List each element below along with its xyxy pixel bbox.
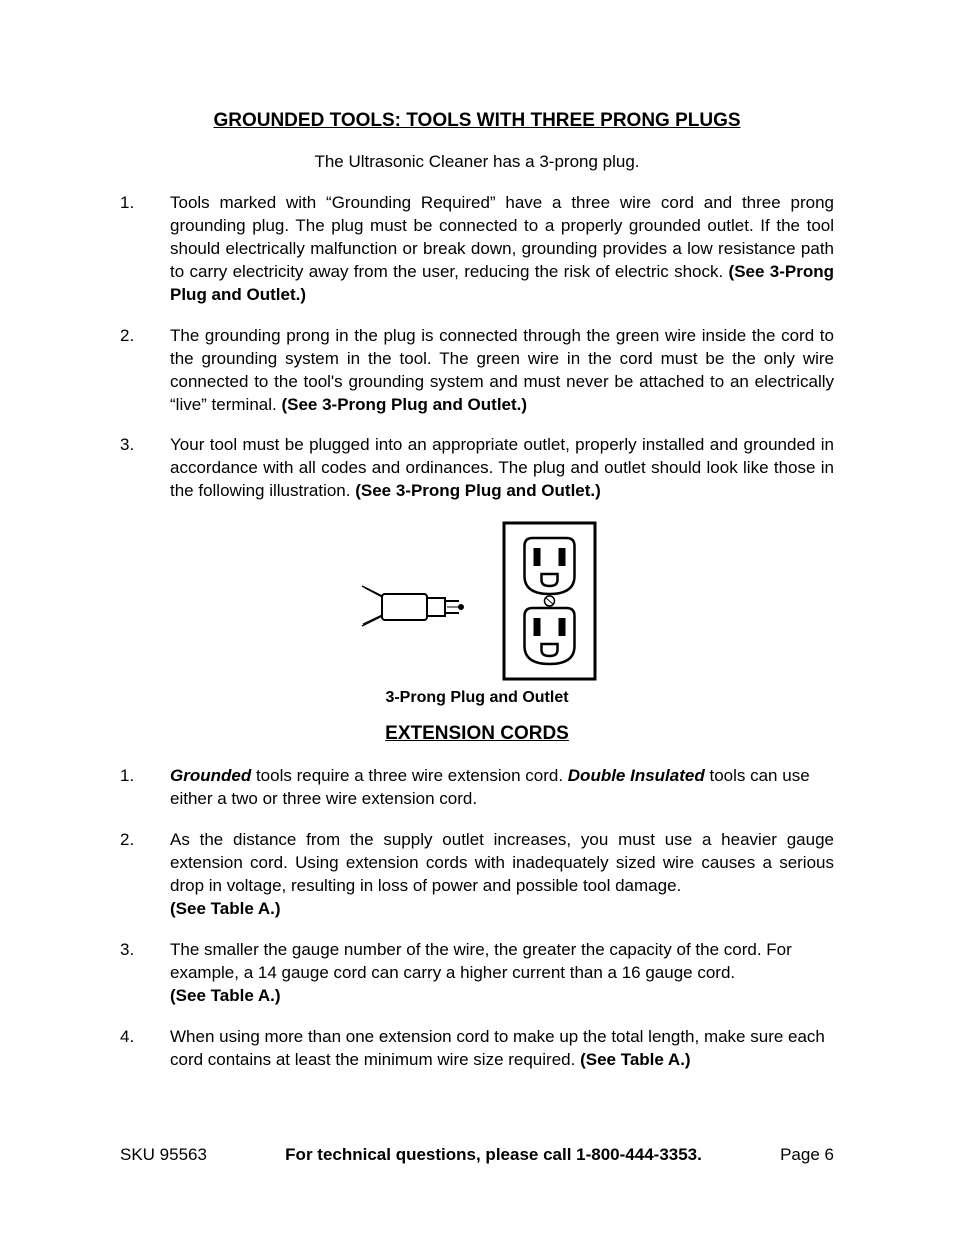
footer-sku: SKU 95563 [120, 1145, 207, 1165]
list-see-ref: (See Table A.) [170, 899, 281, 918]
list-text: As the distance from the supply outlet i… [170, 830, 834, 895]
list-item: 3. The smaller the gauge number of the w… [120, 939, 834, 1008]
list-see-ref: (See Table A.) [170, 986, 281, 1005]
list-emphasis: Grounded [170, 766, 251, 785]
list-number: 3. [120, 434, 170, 503]
list-see-ref: (See 3-Prong Plug and Outlet.) [281, 395, 527, 414]
list-text: When using more than one extension cord … [170, 1027, 825, 1069]
illustration-caption: 3-Prong Plug and Outlet [120, 689, 834, 707]
subtitle-text: The Ultrasonic Cleaner has a 3-prong plu… [120, 152, 834, 172]
list-see-ref: (See 3-Prong Plug and Outlet.) [355, 481, 601, 500]
list-item: 2. As the distance from the supply outle… [120, 829, 834, 921]
section-heading-grounded: GROUNDED TOOLS: TOOLS WITH THREE PRONG P… [120, 110, 834, 132]
list-number: 2. [120, 829, 170, 921]
list-text: tools require a three wire extension cor… [251, 766, 568, 785]
list-number: 4. [120, 1026, 170, 1072]
list-item: 4. When using more than one extension co… [120, 1026, 834, 1072]
list-number: 2. [120, 325, 170, 417]
page-footer: SKU 95563 For technical questions, pleas… [120, 1145, 834, 1165]
plug-icon [357, 566, 477, 636]
outlet-icon [502, 521, 597, 681]
list-see-ref: (See Table A.) [580, 1050, 691, 1069]
plug-outlet-illustration [120, 521, 834, 681]
section-heading-extension: EXTENSION CORDS [120, 723, 834, 745]
list-body: When using more than one extension cord … [170, 1026, 834, 1072]
footer-phone: For technical questions, please call 1-8… [285, 1145, 702, 1165]
list-text: The smaller the gauge number of the wire… [170, 940, 792, 982]
list-item: 3. Your tool must be plugged into an app… [120, 434, 834, 503]
list-number: 1. [120, 192, 170, 307]
list-body: As the distance from the supply outlet i… [170, 829, 834, 921]
list-number: 3. [120, 939, 170, 1008]
list-body: The smaller the gauge number of the wire… [170, 939, 834, 1008]
list-body: Tools marked with “Grounding Required” h… [170, 192, 834, 307]
list-item: 1. Grounded tools require a three wire e… [120, 765, 834, 811]
list-emphasis: Double Insulated [568, 766, 705, 785]
footer-page-number: Page 6 [780, 1145, 834, 1165]
list-body: Your tool must be plugged into an approp… [170, 434, 834, 503]
list-item: 2. The grounding prong in the plug is co… [120, 325, 834, 417]
list-item: 1. Tools marked with “Grounding Required… [120, 192, 834, 307]
list-number: 1. [120, 765, 170, 811]
list-body: Grounded tools require a three wire exte… [170, 765, 834, 811]
list-body: The grounding prong in the plug is conne… [170, 325, 834, 417]
